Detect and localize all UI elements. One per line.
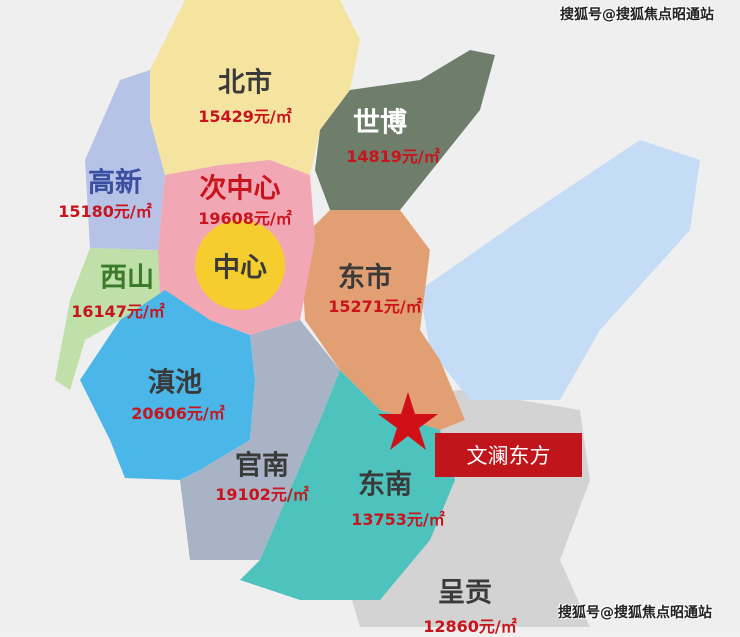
district-name-dongshi: 东市: [338, 262, 392, 294]
project-label[interactable]: 文澜东方: [435, 433, 582, 477]
district-price-dongshi: 15271元/㎡: [328, 297, 422, 316]
district-price-cizhongxin: 19608元/㎡: [198, 209, 292, 228]
district-name-dianchi: 滇池: [148, 367, 202, 399]
district-price-gaoxin: 15180元/㎡: [58, 202, 152, 221]
district-price-chenggong: 12860元/㎡: [423, 617, 517, 636]
district-name-beishi: 北市: [218, 67, 272, 99]
region-zhongxin: [195, 220, 285, 310]
watermark-bottom: 搜狐号@搜狐焦点昭通站: [558, 605, 712, 621]
district-name-zhongxin: 中心: [213, 252, 267, 284]
district-name-cizhongxin: 次中心: [199, 173, 281, 205]
district-name-xishan: 西山: [100, 262, 154, 294]
district-price-beishi: 15429元/㎡: [198, 107, 292, 126]
region-xishan: [55, 248, 165, 390]
district-price-dianchi: 20606元/㎡: [131, 404, 225, 423]
district-price-guannan: 19102元/㎡: [215, 485, 309, 504]
district-name-gaoxin: 高新: [88, 167, 142, 199]
lake-dianchi: [420, 140, 700, 400]
region-shibo: [315, 50, 495, 210]
district-price-shibo: 14819元/㎡: [346, 147, 440, 166]
watermark-top: 搜狐号@搜狐焦点昭通站: [560, 7, 714, 23]
region-beishi: [150, 0, 360, 175]
district-name-chenggong: 呈贡: [438, 577, 492, 609]
region-gaoxin: [85, 70, 165, 250]
district-price-dongnan: 13753元/㎡: [351, 510, 445, 529]
region-dongshi: [300, 210, 465, 430]
star-icon[interactable]: [378, 392, 438, 450]
district-price-xishan: 16147元/㎡: [71, 302, 165, 321]
district-name-dongnan: 东南: [358, 469, 412, 501]
district-name-guannan: 官南: [235, 450, 289, 482]
region-dianchi: [80, 290, 255, 480]
district-name-shibo: 世博: [353, 107, 407, 139]
region-guannan: [180, 320, 340, 560]
